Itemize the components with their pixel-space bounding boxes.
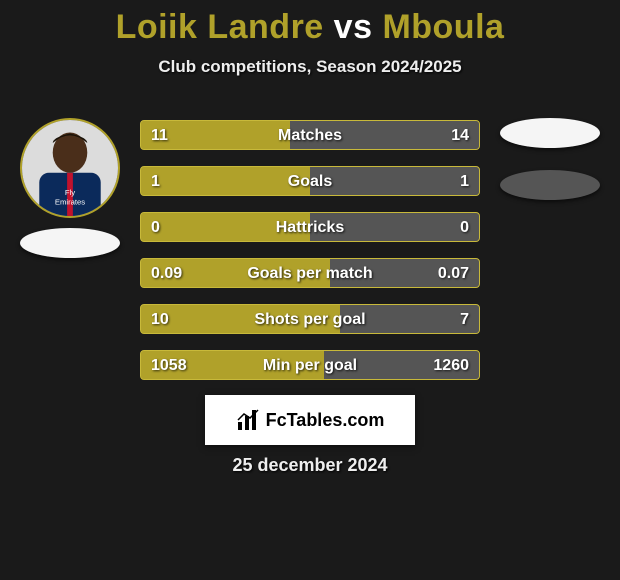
player2-flag-oval-2: [500, 170, 600, 200]
stat-label: Hattricks: [141, 213, 479, 242]
player1-flag-oval: [20, 228, 120, 258]
stat-row: 107Shots per goal: [140, 304, 480, 334]
stat-row: 10581260Min per goal: [140, 350, 480, 380]
chart-icon: [236, 408, 260, 432]
svg-text:Emirates: Emirates: [55, 197, 85, 206]
stat-row: 0.090.07Goals per match: [140, 258, 480, 288]
player2-flag-oval-1: [500, 118, 600, 148]
title-player1: Loiik Landre: [116, 8, 324, 46]
title-player2: Mboula: [382, 8, 504, 46]
player2-column: [490, 118, 610, 200]
stat-label: Goals per match: [141, 259, 479, 288]
stat-label: Min per goal: [141, 351, 479, 380]
player1-avatar-svg: Fly Emirates: [22, 120, 118, 216]
player1-column: Fly Emirates: [10, 118, 130, 258]
page-title: Loiik Landre vs Mboula: [0, 0, 620, 47]
stat-label: Shots per goal: [141, 305, 479, 334]
logo-text: FcTables.com: [266, 410, 385, 431]
subtitle: Club competitions, Season 2024/2025: [0, 57, 620, 77]
stat-row: 00Hattricks: [140, 212, 480, 242]
player1-avatar: Fly Emirates: [20, 118, 120, 218]
comparison-infographic: Loiik Landre vs Mboula Club competitions…: [0, 0, 620, 580]
stat-label: Matches: [141, 121, 479, 150]
stat-label: Goals: [141, 167, 479, 196]
title-vs: vs: [334, 8, 373, 46]
svg-text:Fly: Fly: [65, 188, 75, 197]
date-text: 25 december 2024: [0, 455, 620, 476]
stat-row: 11Goals: [140, 166, 480, 196]
stat-bars: 1114Matches 11Goals 00Hattricks 0.090.07Goa…: [140, 120, 480, 396]
stat-row: 1114Matches: [140, 120, 480, 150]
fctables-logo: FcTables.com: [205, 395, 415, 445]
